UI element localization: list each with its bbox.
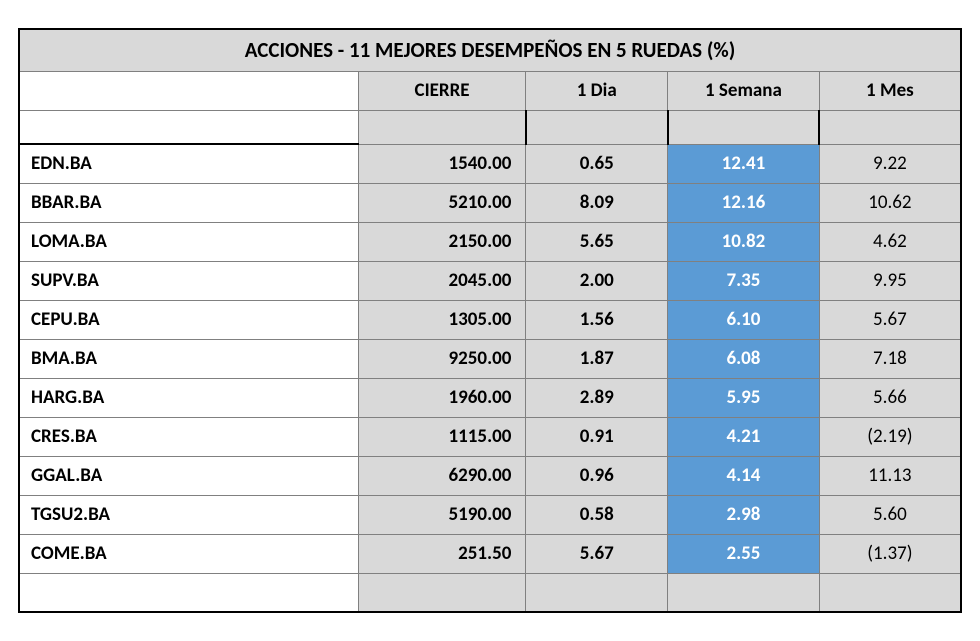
semana-cell: 2.98 [668, 495, 820, 534]
semana-cell: 5.95 [668, 378, 820, 417]
cierre-cell: 6290.00 [358, 456, 526, 495]
cierre-cell: 5190.00 [358, 495, 526, 534]
header-mes: 1 Mes [819, 71, 961, 110]
table-row: CRES.BA1115.000.914.21(2.19) [19, 417, 961, 456]
header-semana: 1 Semana [668, 71, 820, 110]
mes-cell: 5.66 [819, 378, 961, 417]
cierre-cell: 1305.00 [358, 300, 526, 339]
header-dia: 1 Dia [526, 71, 668, 110]
semana-cell: 6.08 [668, 339, 820, 378]
dia-cell: 0.91 [526, 417, 668, 456]
ticker-cell: EDN.BA [19, 144, 358, 183]
cierre-cell: 2150.00 [358, 222, 526, 261]
dia-cell: 0.58 [526, 495, 668, 534]
semana-cell: 10.82 [668, 222, 820, 261]
header-cierre: CIERRE [358, 71, 526, 110]
dia-cell: 1.56 [526, 300, 668, 339]
dia-cell: 8.09 [526, 183, 668, 222]
table-row: GGAL.BA6290.000.964.1411.13 [19, 456, 961, 495]
spacer-row-top [19, 110, 961, 144]
dia-cell: 0.65 [526, 144, 668, 183]
mes-cell: 4.62 [819, 222, 961, 261]
cierre-cell: 9250.00 [358, 339, 526, 378]
cierre-cell: 5210.00 [358, 183, 526, 222]
dia-cell: 5.65 [526, 222, 668, 261]
cierre-cell: 251.50 [358, 534, 526, 573]
dia-cell: 1.87 [526, 339, 668, 378]
mes-cell: 10.62 [819, 183, 961, 222]
table-row: LOMA.BA2150.005.6510.824.62 [19, 222, 961, 261]
table-row: CEPU.BA1305.001.566.105.67 [19, 300, 961, 339]
mes-cell: (1.37) [819, 534, 961, 573]
ticker-cell: LOMA.BA [19, 222, 358, 261]
mes-cell: 5.67 [819, 300, 961, 339]
cierre-cell: 1960.00 [358, 378, 526, 417]
table-row: HARG.BA1960.002.895.955.66 [19, 378, 961, 417]
dia-cell: 5.67 [526, 534, 668, 573]
ticker-cell: SUPV.BA [19, 261, 358, 300]
ticker-cell: CEPU.BA [19, 300, 358, 339]
cierre-cell: 1540.00 [358, 144, 526, 183]
ticker-cell: BMA.BA [19, 339, 358, 378]
table-row: BBAR.BA5210.008.0912.1610.62 [19, 183, 961, 222]
table-header-row: CIERRE 1 Dia 1 Semana 1 Mes [19, 71, 961, 110]
ticker-cell: HARG.BA [19, 378, 358, 417]
semana-cell: 6.10 [668, 300, 820, 339]
dia-cell: 0.96 [526, 456, 668, 495]
cierre-cell: 1115.00 [358, 417, 526, 456]
mes-cell: (2.19) [819, 417, 961, 456]
mes-cell: 11.13 [819, 456, 961, 495]
semana-cell: 4.14 [668, 456, 820, 495]
header-empty [19, 71, 358, 110]
ticker-cell: COME.BA [19, 534, 358, 573]
semana-cell: 2.55 [668, 534, 820, 573]
table-title: ACCIONES - 11 MEJORES DESEMPEÑOS EN 5 RU… [19, 29, 961, 71]
dia-cell: 2.00 [526, 261, 668, 300]
semana-cell: 4.21 [668, 417, 820, 456]
stock-performance-table: ACCIONES - 11 MEJORES DESEMPEÑOS EN 5 RU… [18, 28, 962, 613]
table-row: COME.BA251.505.672.55(1.37) [19, 534, 961, 573]
dia-cell: 2.89 [526, 378, 668, 417]
semana-cell: 12.41 [668, 144, 820, 183]
table-row: SUPV.BA2045.002.007.359.95 [19, 261, 961, 300]
mes-cell: 5.60 [819, 495, 961, 534]
semana-cell: 7.35 [668, 261, 820, 300]
ticker-cell: GGAL.BA [19, 456, 358, 495]
mes-cell: 9.22 [819, 144, 961, 183]
mes-cell: 9.95 [819, 261, 961, 300]
mes-cell: 7.18 [819, 339, 961, 378]
ticker-cell: BBAR.BA [19, 183, 358, 222]
spacer-row-bottom [19, 573, 961, 612]
cierre-cell: 2045.00 [358, 261, 526, 300]
table-row: BMA.BA9250.001.876.087.18 [19, 339, 961, 378]
table-title-row: ACCIONES - 11 MEJORES DESEMPEÑOS EN 5 RU… [19, 29, 961, 71]
semana-cell: 12.16 [668, 183, 820, 222]
ticker-cell: TGSU2.BA [19, 495, 358, 534]
table-row: TGSU2.BA5190.000.582.985.60 [19, 495, 961, 534]
ticker-cell: CRES.BA [19, 417, 358, 456]
table-row: EDN.BA1540.000.6512.419.22 [19, 144, 961, 183]
